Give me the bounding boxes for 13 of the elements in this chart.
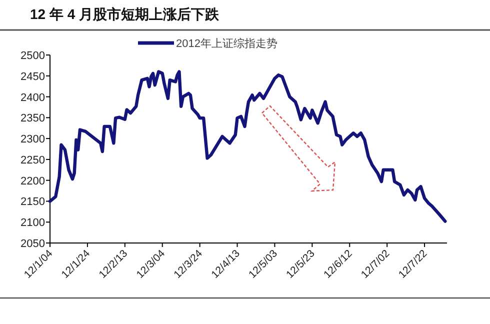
y-tick-label: 2500 [20, 50, 45, 62]
y-tick-label: 2450 [20, 70, 45, 83]
y-tick-label: 2100 [20, 217, 45, 230]
y-tick-label: 2200 [20, 175, 45, 188]
y-tick-label: 2350 [20, 112, 45, 125]
y-tick-label: 2050 [20, 238, 45, 250]
y-tick-label: 2250 [20, 154, 45, 166]
legend-label: 2012年上证综指走势 [176, 37, 278, 50]
line-series [48, 70, 447, 223]
y-tick-label: 2300 [20, 134, 45, 146]
chart-title: 12 年 4 月股市短期上涨后下跌 [30, 6, 220, 22]
y-tick-label: 2400 [20, 92, 45, 104]
y-tick-label: 2150 [20, 196, 45, 208]
